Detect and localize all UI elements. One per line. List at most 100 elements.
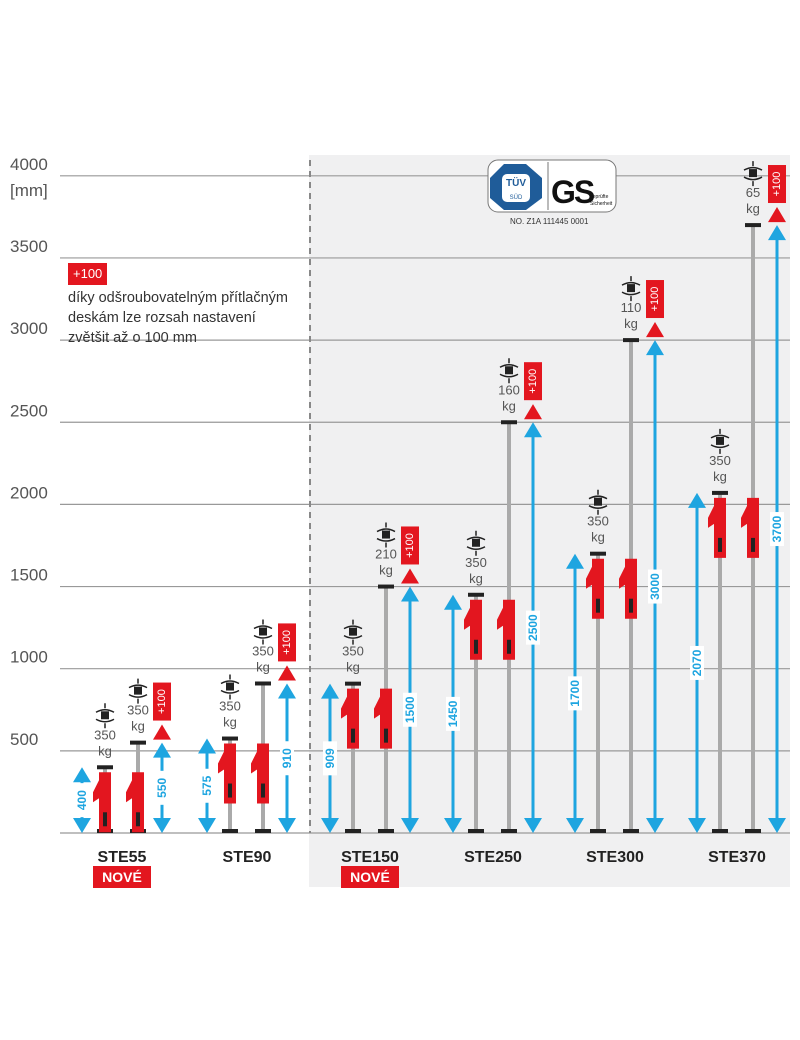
prop-clamp-body [464, 599, 482, 660]
load-capacity-value: 350 [342, 644, 364, 659]
load-icon [220, 674, 240, 700]
prop-clamp-lever [751, 537, 755, 552]
load-weight-icon [349, 627, 357, 636]
prop-base-plate [345, 829, 361, 833]
prop-base-plate [468, 829, 484, 833]
arrow-label-bg [648, 569, 662, 604]
prop-top-plate [623, 338, 639, 343]
load-weight-icon [226, 682, 234, 691]
note-line: deskám lze rozsah nastavení [68, 310, 256, 326]
prop-clamp-body [251, 743, 269, 804]
prop-top-plate [130, 740, 146, 745]
arrow-head-up-icon [153, 742, 171, 758]
arrow-label-bg [446, 696, 460, 731]
range-value-label: 1450 [446, 700, 460, 727]
prop-top-plate [468, 592, 484, 597]
prop-clamp-lever [474, 639, 478, 654]
new-badge-label: NOVÉ [102, 869, 142, 885]
gs-logo-text: GS [551, 174, 595, 210]
load-capacity-value: 110 [621, 300, 642, 315]
load-icon [343, 619, 363, 645]
arrow-head-up-icon [401, 586, 419, 602]
tuv-logo-text: TÜV [506, 176, 526, 189]
prop-tube [474, 594, 478, 833]
extension-arrow-icon [768, 207, 786, 223]
load-capacity-unit: kg [624, 316, 638, 331]
load-icon [253, 619, 273, 645]
extension-badge [278, 623, 296, 662]
range-value-label: 550 [155, 777, 169, 797]
prop-base-plate [501, 829, 517, 833]
gs-logo-subtext: geprüfte [590, 194, 609, 200]
product-name: STE300 [586, 849, 644, 866]
load-capacity-unit: kg [131, 719, 145, 734]
load-capacity-unit: kg [256, 659, 270, 674]
extension-badge [153, 682, 171, 721]
arrow-head-up-icon [768, 225, 786, 241]
prop-clamp-lever [384, 728, 388, 743]
load-capacity-value: 160 [498, 382, 520, 397]
extension-arrow-icon [646, 322, 664, 338]
prop-tube [351, 683, 355, 833]
new-badge [93, 866, 151, 888]
arrow-head-down-icon [566, 818, 584, 833]
load-weight-icon [749, 169, 757, 178]
load-capacity-value: 210 [375, 547, 397, 562]
load-capacity-value: 350 [94, 727, 116, 742]
extension-badge-label: +100 [404, 533, 416, 558]
axis-tick-label: 1000 [10, 648, 48, 667]
arrow-head-up-icon [198, 738, 216, 754]
load-capacity-unit: kg [746, 201, 760, 216]
range-value-label: 909 [323, 748, 337, 768]
axis-tick-label: 2000 [10, 483, 48, 502]
arrow-label-bg [526, 610, 540, 645]
prop-clamp-lever [228, 783, 232, 798]
arrow-head-up-icon [566, 553, 584, 569]
prop-clamp-body [341, 688, 359, 749]
extension-badge-label: +100 [649, 287, 661, 312]
prop-tube [596, 553, 600, 833]
axis-tick-label: 3500 [10, 237, 48, 256]
extension-badge-label: +100 [771, 172, 783, 197]
prop-clamp-lever [718, 537, 722, 552]
prop-top-plate [712, 490, 728, 495]
arrow-head-down-icon [153, 818, 171, 833]
product-name: STE250 [464, 849, 522, 866]
arrow-head-up-icon [444, 594, 462, 610]
arrow-head-up-icon [278, 683, 296, 699]
extension-badge [401, 526, 419, 565]
tuv-logo-subtext: SÜD [510, 194, 523, 201]
prop-base-plate [378, 829, 394, 833]
load-capacity-unit: kg [346, 660, 360, 675]
load-weight-icon [716, 436, 724, 445]
certification-number: NO. Z1A 111445 0001 [510, 217, 589, 226]
axis-tick-label: 1500 [10, 566, 48, 585]
prop-base-plate [255, 829, 271, 833]
prop-clamp-lever [136, 812, 140, 827]
load-capacity-unit: kg [591, 530, 605, 545]
load-capacity-unit: kg [223, 715, 237, 730]
load-icon [588, 489, 608, 515]
arrow-head-down-icon [198, 818, 216, 833]
prop-clamp-body [741, 497, 759, 558]
arrow-head-up-icon [524, 422, 542, 438]
load-icon [376, 522, 396, 548]
prop-clamp-body [586, 558, 604, 619]
extension-arrow-icon [153, 724, 171, 740]
load-weight-icon [472, 538, 480, 547]
gs-logo-subtext: Sicherheit [590, 201, 613, 207]
prop-top-plate [501, 420, 517, 425]
load-weight-icon [627, 284, 635, 293]
arrow-head-down-icon [73, 818, 91, 833]
axis-unit-label: [mm] [10, 181, 48, 200]
axis-tick-label: 3000 [10, 319, 48, 338]
prop-base-plate [623, 829, 639, 833]
prop-clamp-body [708, 497, 726, 558]
arrow-head-down-icon [278, 818, 296, 833]
prop-clamp-body [374, 688, 392, 749]
note-line: zvětšit až o 100 mm [68, 330, 197, 346]
arrow-head-down-icon [524, 818, 542, 833]
load-capacity-unit: kg [502, 398, 516, 413]
